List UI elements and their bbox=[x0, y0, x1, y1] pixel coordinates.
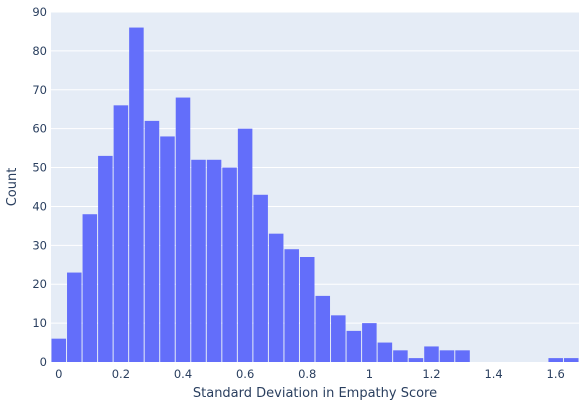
y-tick-label: 50 bbox=[32, 161, 47, 175]
histogram-bar bbox=[393, 350, 408, 362]
histogram-bar bbox=[284, 249, 299, 362]
histogram-bar bbox=[299, 257, 315, 362]
histogram-bar bbox=[377, 342, 393, 362]
x-tick-label: 0.6 bbox=[236, 367, 254, 381]
histogram-bar bbox=[98, 155, 113, 362]
histogram-bar bbox=[160, 136, 175, 362]
histogram-bar bbox=[82, 214, 98, 362]
histogram-bar bbox=[175, 97, 191, 363]
histogram-bar bbox=[362, 323, 377, 362]
histogram-bar bbox=[206, 159, 222, 362]
y-tick-label: 40 bbox=[32, 199, 47, 213]
histogram-bar bbox=[563, 358, 579, 362]
histogram-bar bbox=[113, 105, 129, 362]
histogram-bar bbox=[455, 350, 470, 362]
histogram-bar bbox=[408, 358, 424, 362]
x-axis-title: Standard Deviation in Empathy Score bbox=[193, 386, 437, 401]
histogram-bar bbox=[144, 120, 160, 362]
y-tick-label: 60 bbox=[32, 122, 47, 136]
y-tick-label: 30 bbox=[32, 238, 47, 252]
x-tick-label: 1.2 bbox=[422, 367, 440, 381]
histogram-bar bbox=[129, 27, 144, 363]
y-tick-label: 80 bbox=[32, 44, 47, 58]
x-tick-label: 1.4 bbox=[484, 367, 502, 381]
histogram-bar bbox=[268, 233, 284, 362]
y-tick-label: 0 bbox=[40, 355, 47, 369]
histogram-bar bbox=[191, 159, 206, 362]
histogram-bar bbox=[424, 346, 439, 362]
histogram-bar bbox=[548, 358, 563, 362]
y-tick-label: 90 bbox=[32, 5, 47, 19]
histogram-bar bbox=[315, 295, 331, 362]
y-axis-ticks: 0 10 20 30 40 50 60 70 80 90 bbox=[32, 5, 47, 369]
bars bbox=[51, 27, 579, 363]
x-tick-label: 1 bbox=[366, 367, 373, 381]
x-tick-label: 0.4 bbox=[174, 367, 192, 381]
histogram-bar bbox=[331, 315, 346, 362]
histogram-bar bbox=[237, 128, 253, 362]
x-tick-label: 1.6 bbox=[547, 367, 565, 381]
histogram-bar bbox=[253, 194, 268, 362]
y-tick-label: 10 bbox=[32, 316, 47, 330]
histogram-bar bbox=[439, 350, 455, 362]
histogram-bar bbox=[51, 338, 67, 362]
histogram-bar bbox=[67, 272, 82, 362]
x-axis-ticks: 0 0.2 0.4 0.6 0.8 1 1.2 1.4 1.6 bbox=[55, 367, 565, 381]
y-tick-label: 70 bbox=[32, 83, 47, 97]
histogram-bar bbox=[346, 330, 362, 362]
y-tick-label: 20 bbox=[32, 277, 47, 291]
x-tick-label: 0.8 bbox=[298, 367, 316, 381]
histogram-bar bbox=[222, 167, 237, 362]
y-axis-title: Count bbox=[5, 168, 20, 207]
x-tick-label: 0 bbox=[55, 367, 62, 381]
x-tick-label: 0.2 bbox=[112, 367, 130, 381]
